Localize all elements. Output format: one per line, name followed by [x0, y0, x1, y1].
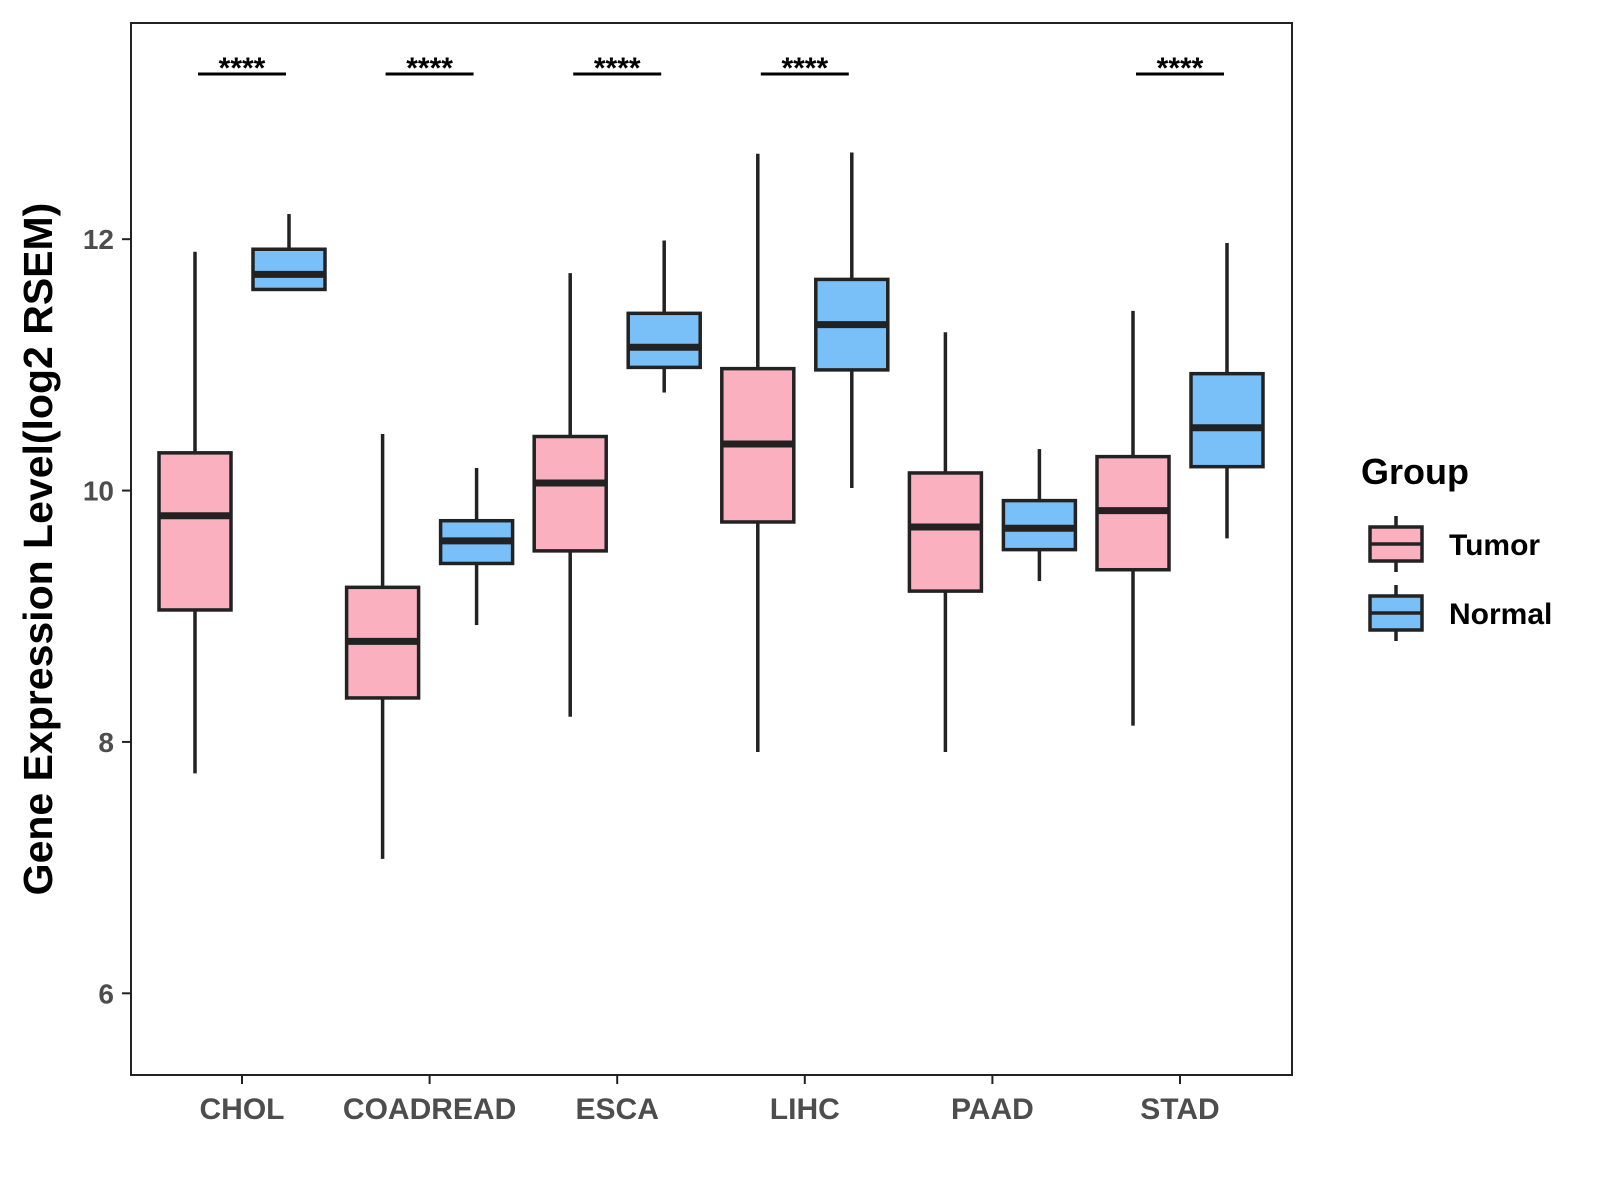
significance-label-STAD: ****: [1157, 52, 1204, 85]
significance-label-LIHC: ****: [781, 52, 828, 85]
significance-label-COADREAD: ****: [406, 52, 453, 85]
box-body: [157, 451, 233, 612]
box-body: [251, 247, 327, 292]
legend-title: Group: [1361, 451, 1469, 492]
legend: Group Tumor Normal: [1361, 451, 1552, 641]
legend-label-tumor: Tumor: [1449, 529, 1540, 562]
y-tick-label-12: 12: [83, 224, 114, 255]
legend-key-normal: [1368, 585, 1424, 641]
box-body: [1189, 371, 1265, 469]
y-axis: 6 8 10 12: [83, 224, 131, 1009]
box-normal-CHOL: [251, 214, 327, 292]
legend-key-tumor: [1368, 516, 1424, 572]
box-tumor-COADREAD: [344, 433, 421, 859]
plot-panel-border: [130, 22, 1293, 1076]
box-tumor-STAD: [1095, 310, 1171, 726]
box-normal-LIHC: [814, 152, 890, 489]
x-tick-label-CHOL: CHOL: [200, 1093, 285, 1126]
y-tick-label-10: 10: [83, 476, 114, 507]
significance-label-ESCA: ****: [594, 52, 641, 85]
legend-label-normal: Normal: [1449, 598, 1552, 631]
box-tumor-ESCA: [532, 273, 608, 717]
y-tick-label-8: 8: [98, 727, 114, 758]
box-tumor-CHOL: [157, 251, 233, 774]
box-body: [626, 311, 702, 370]
x-tick-label-STAD: STAD: [1140, 1093, 1219, 1126]
box-normal-STAD: [1189, 242, 1265, 539]
y-axis-title: Gene Expression Level(log2 RSEM): [15, 203, 61, 896]
x-tick-label-PAAD: PAAD: [951, 1093, 1034, 1126]
plot-area: **** **** **** **** ****: [157, 52, 1265, 859]
box-body: [907, 471, 984, 593]
box-normal-COADREAD: [438, 467, 515, 626]
significance-label-CHOL: ****: [219, 52, 266, 85]
y-tick-label-6: 6: [98, 978, 114, 1009]
box-normal-ESCA: [626, 240, 702, 393]
x-tick-label-ESCA: ESCA: [576, 1093, 659, 1126]
box-tumor-LIHC: [720, 153, 796, 752]
box-body: [532, 434, 608, 553]
x-axis: CHOL COADREAD ESCA LIHC PAAD STAD: [200, 1075, 1220, 1126]
box-normal-PAAD: [1001, 449, 1078, 582]
x-tick-label-LIHC: LIHC: [770, 1093, 840, 1126]
box-tumor-PAAD: [907, 332, 984, 752]
x-tick-label-COADREAD: COADREAD: [343, 1093, 516, 1126]
